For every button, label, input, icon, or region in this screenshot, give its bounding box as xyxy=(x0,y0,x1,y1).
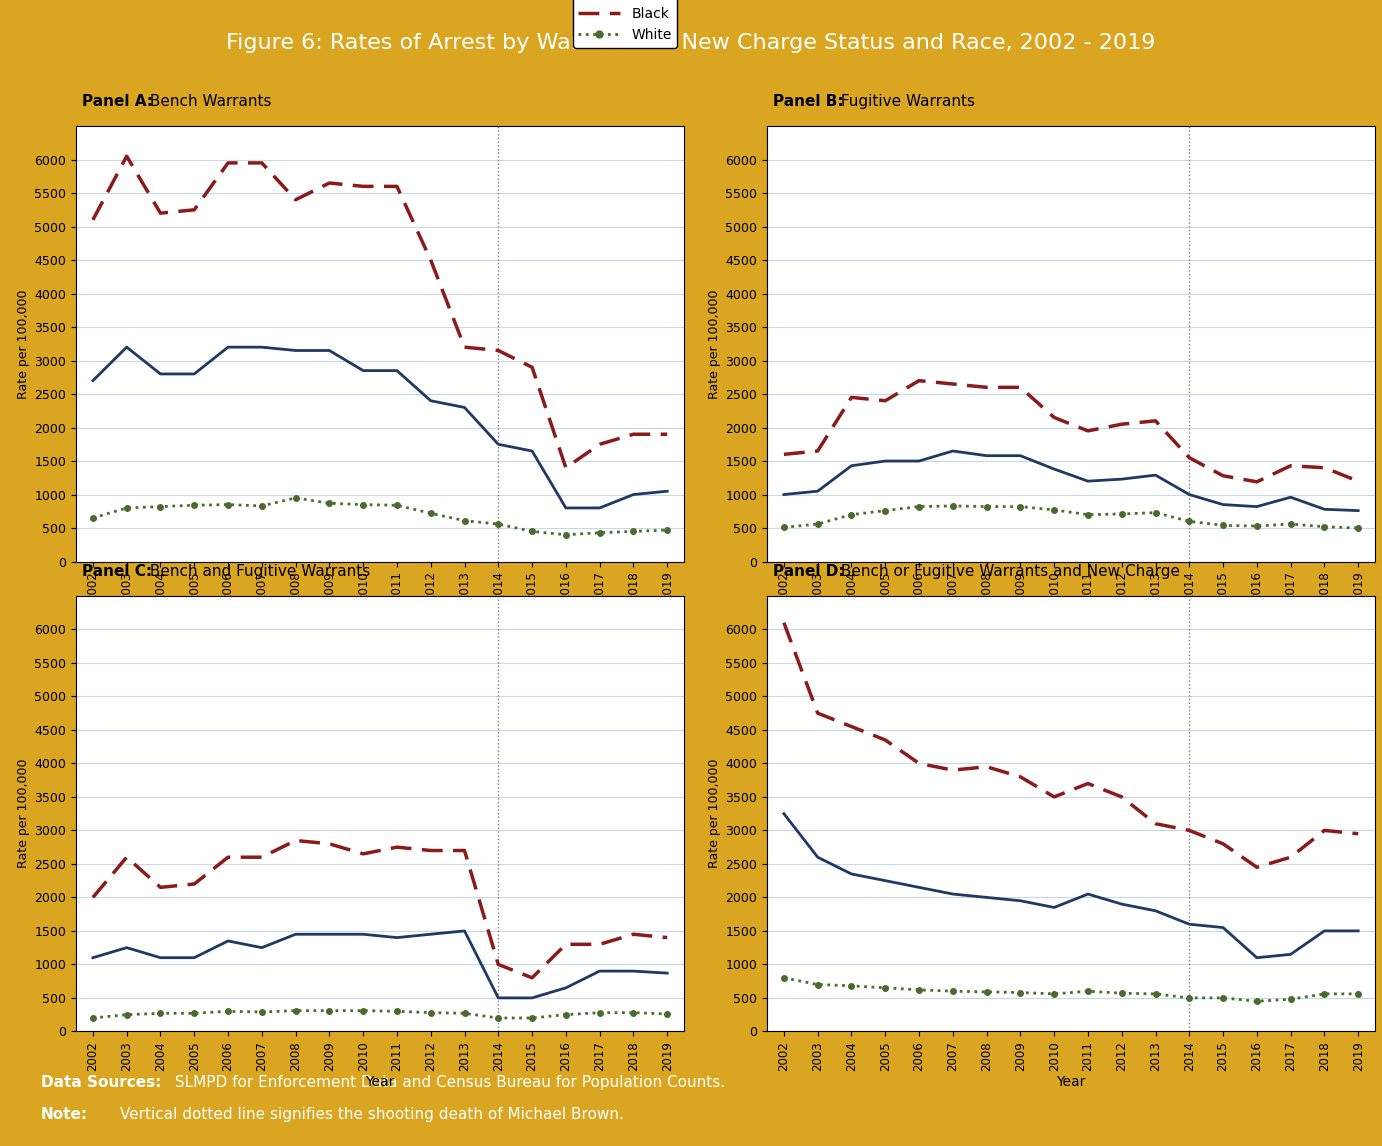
X-axis label: Year: Year xyxy=(1056,605,1086,619)
Y-axis label: Rate per 100,000: Rate per 100,000 xyxy=(708,759,721,869)
Text: Figure 6: Rates of Arrest by Warrant and New Charge Status and Race, 2002 - 2019: Figure 6: Rates of Arrest by Warrant and… xyxy=(227,33,1155,53)
Text: Panel D:: Panel D: xyxy=(773,564,844,579)
Text: Bench and Fugitive Warrants: Bench and Fugitive Warrants xyxy=(145,564,370,579)
Y-axis label: Rate per 100,000: Rate per 100,000 xyxy=(708,289,721,399)
Y-axis label: Rate per 100,000: Rate per 100,000 xyxy=(17,289,30,399)
Text: Fugitive Warrants: Fugitive Warrants xyxy=(836,94,976,109)
Text: Bench Warrants: Bench Warrants xyxy=(145,94,272,109)
X-axis label: Year: Year xyxy=(1056,1075,1086,1089)
Legend: Total, Black, White: Total, Black, White xyxy=(574,0,677,48)
Text: Panel A:: Panel A: xyxy=(82,94,153,109)
Text: Data Sources:: Data Sources: xyxy=(41,1075,162,1090)
Text: Note:: Note: xyxy=(41,1107,88,1122)
Text: SLMPD for Enforcement Data and Census Bureau for Population Counts.: SLMPD for Enforcement Data and Census Bu… xyxy=(170,1075,724,1090)
X-axis label: Year: Year xyxy=(365,1075,395,1089)
Text: Panel B:: Panel B: xyxy=(773,94,844,109)
Text: Bench or Fugitive Warrants and New Charge: Bench or Fugitive Warrants and New Charg… xyxy=(836,564,1180,579)
X-axis label: Year: Year xyxy=(365,605,395,619)
Text: Vertical dotted line signifies the shooting death of Michael Brown.: Vertical dotted line signifies the shoot… xyxy=(116,1107,625,1122)
Text: Panel C:: Panel C: xyxy=(82,564,152,579)
Y-axis label: Rate per 100,000: Rate per 100,000 xyxy=(17,759,30,869)
